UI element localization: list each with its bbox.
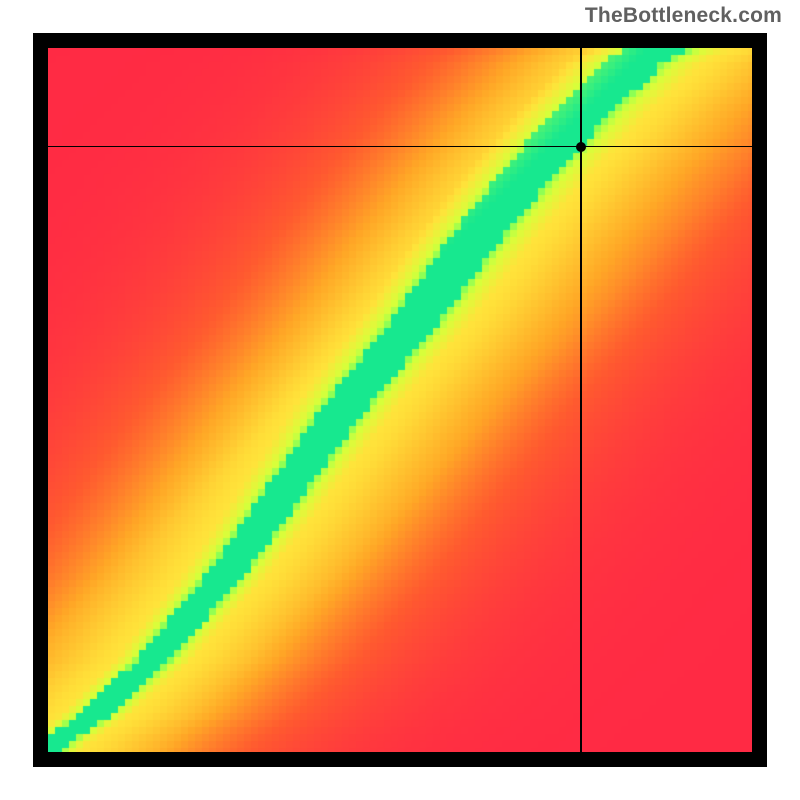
plot-area	[48, 48, 752, 752]
crosshair-horizontal	[48, 146, 752, 148]
attribution-text: TheBottleneck.com	[585, 4, 782, 28]
crosshair-vertical	[580, 48, 582, 752]
chart-container: TheBottleneck.com	[0, 0, 800, 800]
heatmap-canvas	[48, 48, 752, 752]
plot-frame	[33, 33, 767, 767]
crosshair-marker	[576, 142, 586, 152]
